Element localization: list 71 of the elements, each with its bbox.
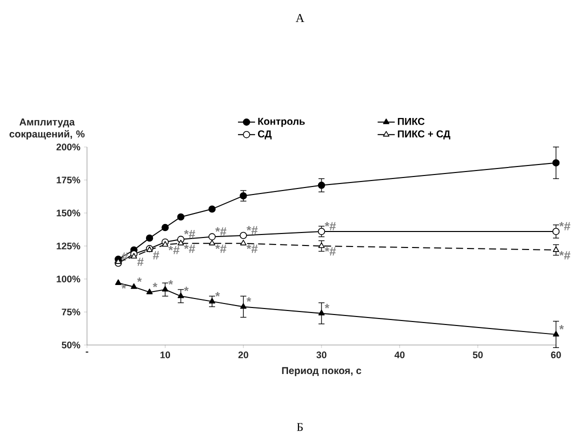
point — [130, 252, 138, 259]
annotation: *# — [246, 226, 258, 234]
annotation: * — [137, 277, 142, 282]
x-tick-label: 40 — [394, 352, 405, 358]
y-tick-label: 100% — [56, 276, 80, 282]
point — [208, 233, 216, 240]
text: А — [296, 14, 304, 22]
point — [178, 240, 184, 246]
annotation: * — [152, 282, 158, 288]
y-tick-label: 175% — [56, 176, 80, 184]
annotation: * — [168, 280, 174, 285]
annotation: # — [137, 258, 144, 266]
point — [162, 241, 168, 247]
point — [115, 279, 122, 285]
point — [208, 205, 216, 213]
annotation: *# — [559, 251, 570, 260]
x-tick-label: - — [86, 352, 88, 353]
annotation: *# — [324, 222, 336, 230]
point — [130, 283, 138, 289]
point — [162, 224, 169, 232]
point — [552, 228, 560, 236]
annotation: *# — [559, 222, 570, 230]
annotation: * — [559, 324, 564, 330]
point — [552, 330, 560, 336]
annotation: *# — [215, 227, 226, 236]
point — [208, 240, 216, 246]
point — [240, 240, 247, 246]
annotation: * — [246, 297, 252, 302]
point — [240, 192, 247, 200]
y-tick-label: 200% — [56, 144, 80, 150]
legend-label: ПИКС — [398, 118, 425, 125]
point — [552, 159, 560, 166]
legend-label: ПИКС + СД — [398, 130, 450, 140]
text: Б — [296, 423, 303, 431]
point — [208, 298, 216, 304]
annotation: *# — [215, 244, 226, 253]
point — [318, 182, 326, 189]
x-tick-label: 30 — [316, 352, 326, 358]
point — [178, 292, 184, 298]
legend-label: Контроль — [258, 118, 305, 127]
annotation: *# — [168, 246, 180, 254]
point — [240, 303, 247, 309]
annotation: * — [324, 304, 330, 308]
annotation: *# — [184, 244, 196, 253]
point — [177, 213, 184, 221]
point — [318, 310, 325, 316]
point — [162, 286, 168, 292]
y-axis-title: Амплитуда сокращений, % — [10, 118, 85, 140]
annotation: * — [215, 292, 220, 296]
y-tick-label: 150% — [56, 210, 80, 216]
point — [240, 232, 247, 240]
x-tick-label: 20 — [238, 352, 248, 358]
annotation: *# — [246, 244, 258, 253]
point — [318, 242, 325, 248]
point — [552, 246, 560, 252]
annotation: * — [184, 286, 189, 292]
legend-label: СД — [258, 130, 272, 140]
y-tick-label: 50% — [62, 342, 80, 348]
x-tick-label: 10 — [160, 352, 170, 358]
y-tick-label: 125% — [56, 242, 80, 250]
y-tick-label: 75% — [62, 308, 80, 316]
point — [318, 228, 326, 236]
annotation: *# — [324, 247, 336, 256]
point — [146, 234, 154, 242]
point — [146, 288, 153, 294]
x-tick-label: 60 — [551, 352, 561, 358]
annotation: *# — [184, 230, 196, 238]
x-axis-title: Период покоя, с — [282, 367, 362, 376]
annotation: * — [122, 284, 126, 289]
x-tick-label: 50 — [472, 352, 483, 358]
annotation: # — [152, 251, 160, 260]
